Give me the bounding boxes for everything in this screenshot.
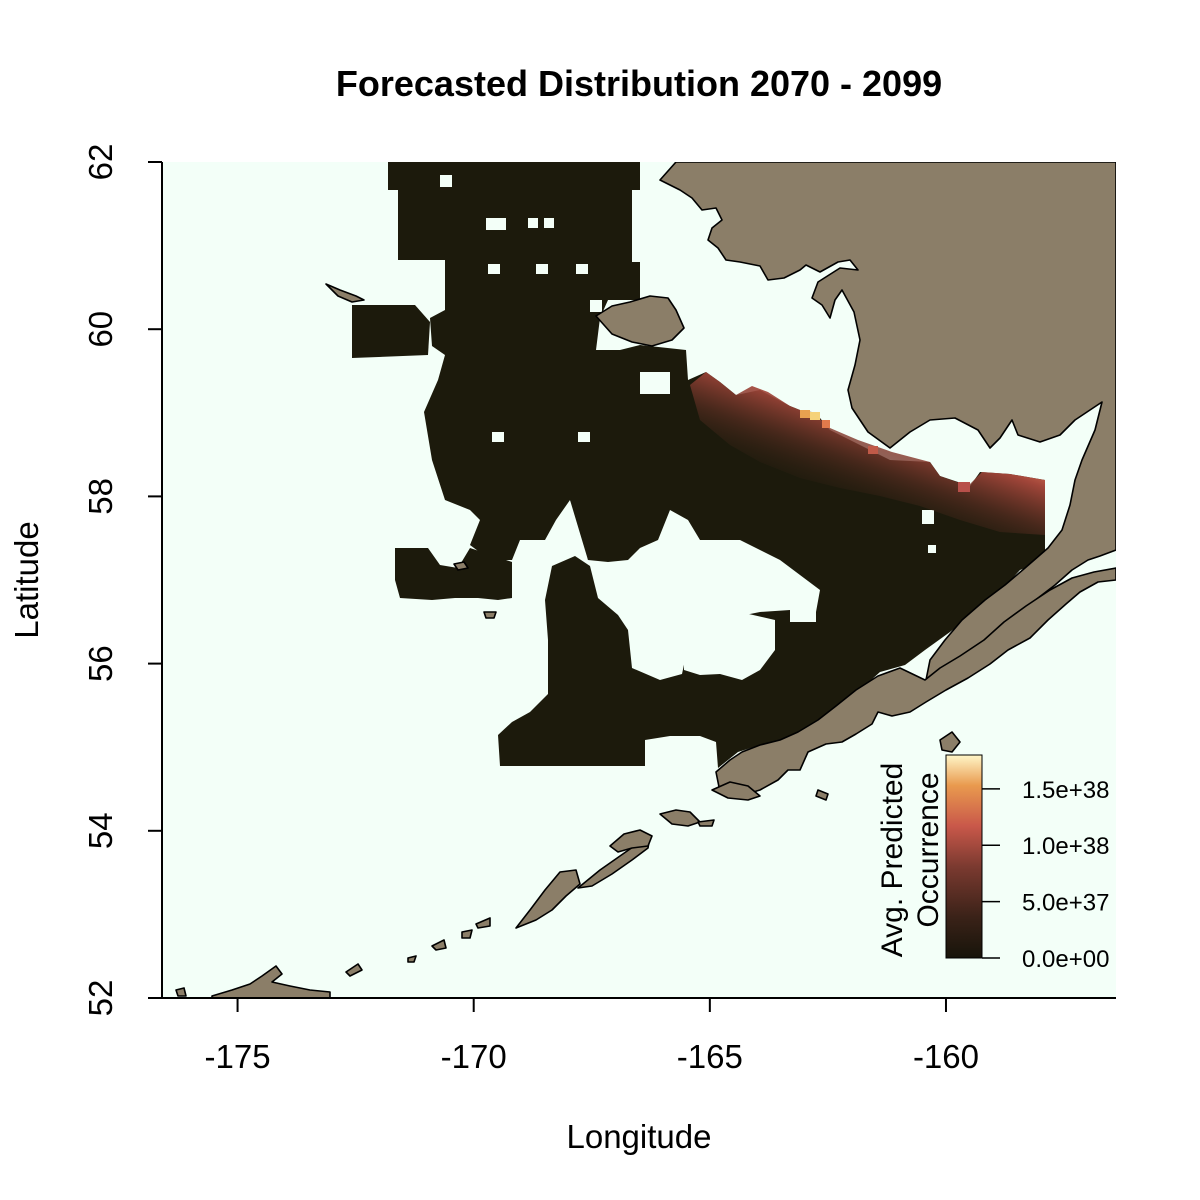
- occurrence-raster: [352, 162, 1045, 768]
- land-nunivak-island: [595, 295, 685, 347]
- land-alaska-peninsula: [715, 567, 1116, 797]
- legend-tick-label: 0.0e+00: [1022, 946, 1109, 973]
- land-pribilof-stgeorge: [483, 611, 497, 619]
- land-aleutian-near-2: [211, 965, 331, 998]
- chart-title: Forecasted Distribution 2070 - 2099: [336, 63, 942, 104]
- x-tick-label: -165: [677, 1038, 743, 1075]
- land-aleutian-unalaska: [609, 829, 653, 853]
- y-axis: 52 54 56 58 60 62 Latitude: [8, 144, 163, 1017]
- y-axis-ticks: 52 54 56 58 60 62: [82, 144, 162, 1017]
- legend-tick-label: 5.0e+37: [1022, 890, 1109, 917]
- raster-gaps: [440, 175, 936, 680]
- land-unimak-east: [711, 781, 761, 801]
- y-tick-label: 60: [82, 311, 119, 348]
- legend: 0.0e+00 5.0e+37 1.0e+38 1.5e+38 Avg. Predic…: [876, 754, 1109, 973]
- x-tick-label: -170: [441, 1038, 507, 1075]
- legend-title-line1: Avg. Predicted: [876, 763, 909, 958]
- land-aleutian-andreanof-2: [461, 929, 473, 939]
- land-st-matthew-island: [325, 283, 365, 303]
- y-axis-title: Latitude: [8, 521, 45, 638]
- raster-pribilof-patch: [395, 548, 512, 600]
- land-sanak-island: [815, 789, 829, 801]
- x-axis-title: Longitude: [567, 1118, 712, 1155]
- legend-tick-label: 1.0e+38: [1022, 833, 1109, 860]
- land-aleutian-andreanof-3: [475, 917, 491, 929]
- x-axis: -175 -170 -165 -160 Longitude: [162, 997, 1116, 1155]
- occurrence-hotspot: [690, 372, 1045, 535]
- land-shumagin: [939, 731, 961, 753]
- land-aleutian-near-1: [175, 987, 187, 997]
- legend-ticks: 0.0e+00 5.0e+37 1.0e+38 1.5e+38: [982, 777, 1109, 973]
- x-tick-label: -160: [913, 1038, 979, 1075]
- y-tick-label: 54: [82, 812, 119, 849]
- land-pribilof-stpaul: [453, 561, 469, 571]
- map-panel: [162, 162, 1116, 998]
- land-aleutian-rat: [345, 963, 363, 977]
- raster-west-patch: [352, 305, 430, 358]
- raster-northern-shelf: [388, 162, 1045, 768]
- x-axis-ticks: -175 -170 -165 -160: [205, 997, 979, 1075]
- y-tick-label: 62: [82, 144, 119, 181]
- legend-tick-label: 1.5e+38: [1022, 777, 1109, 804]
- y-tick-label: 56: [82, 645, 119, 682]
- legend-title-line2: Occurrence: [912, 772, 945, 927]
- land-aleutian-andreanof: [431, 939, 447, 951]
- y-tick-label: 52: [82, 980, 119, 1017]
- land-masses: [175, 162, 1116, 998]
- land-aleutian-small-1: [697, 819, 715, 827]
- raster-central-patch: [570, 500, 630, 560]
- x-tick-label: -175: [205, 1038, 271, 1075]
- land-aleutian-small-2: [407, 955, 417, 963]
- legend-color-bar: [945, 754, 983, 959]
- y-tick-label: 58: [82, 478, 119, 515]
- land-aleutian-fox: [515, 869, 581, 929]
